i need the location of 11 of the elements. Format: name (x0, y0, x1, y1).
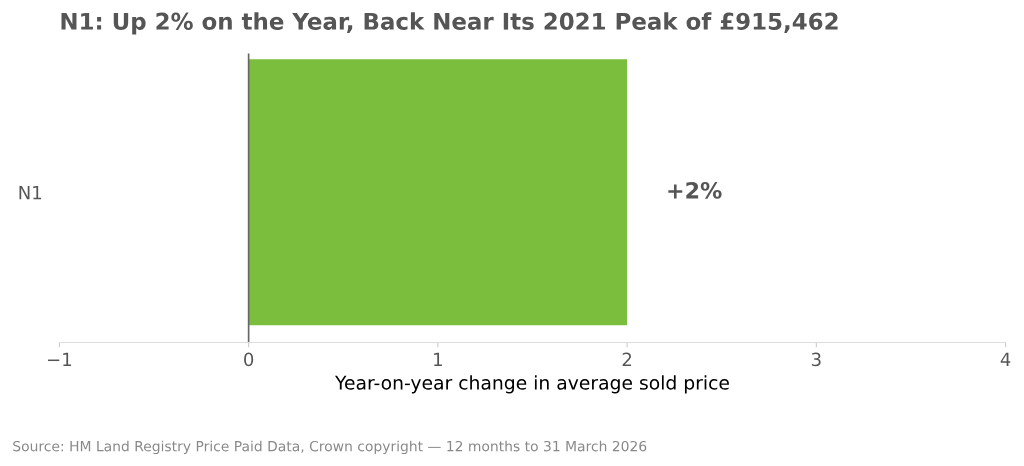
source-note: Source: HM Land Registry Price Paid Data, Crown copyright — 12 months to 31 March 2026 (13, 440, 647, 455)
data-label: +2% (668, 181, 722, 199)
x-tick-label: −1 (48, 352, 72, 366)
x-tick-label: 3 (811, 352, 821, 367)
y-tick-label: N1 (19, 185, 42, 200)
x-tick-label: 2 (622, 352, 632, 366)
x-tick-label: 0 (244, 352, 254, 367)
chart-title: N1: Up 2% on the Year, Back Near Its 2021 Peak of £915,462 (61, 12, 838, 35)
x-tick-label: 4 (1000, 352, 1011, 366)
x-axis-title: Year-on-year change in average sold price (334, 375, 729, 394)
x-tick-label: 1 (434, 352, 442, 366)
